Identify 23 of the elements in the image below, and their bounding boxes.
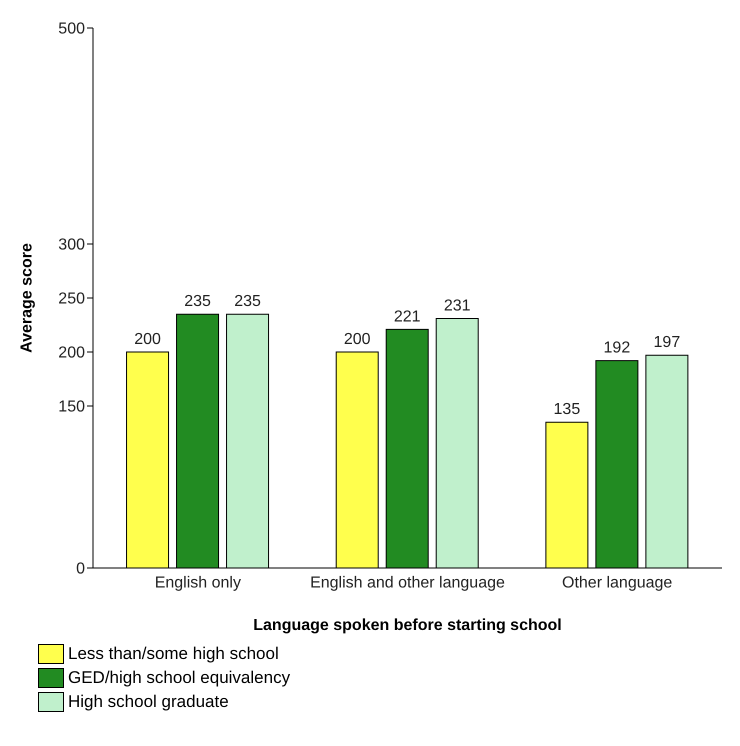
data-label: 197	[654, 334, 680, 352]
legend-label: GED/high school equivalency	[68, 668, 290, 688]
y-tick-label: 500	[58, 20, 86, 38]
data-label: 221	[394, 308, 421, 326]
data-label: 235	[184, 293, 211, 310]
x-tick-label: Other language	[562, 574, 672, 592]
y-tick-label: 150	[58, 398, 86, 416]
y-tick-label: 300	[58, 236, 86, 254]
data-label: 200	[134, 331, 161, 348]
x-tick-label: English only	[154, 574, 241, 592]
legend-label: Less than/some high school	[68, 644, 279, 664]
data-label: 135	[554, 401, 580, 418]
y-tick-label: 200	[58, 344, 86, 362]
x-axis-title: Language spoken before starting school	[253, 617, 562, 634]
data-label: 192	[604, 340, 630, 357]
data-label: 200	[344, 331, 371, 348]
y-tick-label: 250	[58, 290, 86, 308]
legend-label: High school graduate	[68, 692, 229, 712]
y-axis-title: Average score	[18, 243, 36, 353]
x-tick-label: English and other language	[310, 574, 506, 592]
y-tick-label: 0	[76, 560, 86, 578]
data-label: 231	[444, 298, 471, 315]
data-label: 235	[234, 293, 261, 310]
